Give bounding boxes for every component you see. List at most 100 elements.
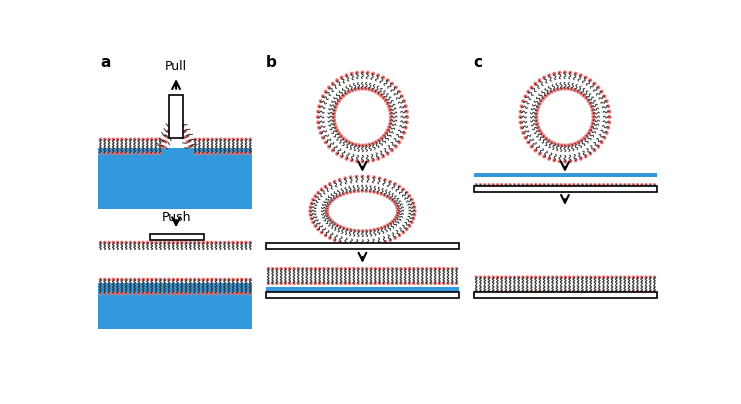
- FancyBboxPatch shape: [474, 293, 657, 298]
- Circle shape: [483, 276, 486, 279]
- Circle shape: [236, 152, 239, 155]
- Circle shape: [537, 78, 542, 82]
- Circle shape: [640, 290, 643, 294]
- Circle shape: [553, 142, 556, 146]
- Circle shape: [504, 183, 508, 187]
- Circle shape: [508, 290, 512, 294]
- Circle shape: [107, 137, 111, 141]
- Circle shape: [608, 115, 611, 119]
- Circle shape: [185, 241, 188, 244]
- Circle shape: [416, 282, 420, 285]
- Circle shape: [356, 229, 360, 233]
- Circle shape: [585, 183, 588, 187]
- Circle shape: [318, 267, 322, 270]
- Circle shape: [534, 82, 537, 86]
- Circle shape: [348, 282, 351, 285]
- Circle shape: [137, 137, 141, 141]
- Circle shape: [133, 137, 136, 141]
- Circle shape: [530, 85, 534, 89]
- Circle shape: [496, 276, 499, 279]
- Circle shape: [611, 290, 614, 294]
- FancyBboxPatch shape: [474, 292, 657, 298]
- Circle shape: [605, 131, 608, 135]
- Circle shape: [584, 155, 588, 158]
- Circle shape: [248, 241, 252, 244]
- Circle shape: [223, 137, 227, 141]
- Circle shape: [361, 282, 365, 285]
- Circle shape: [388, 238, 392, 242]
- Circle shape: [398, 185, 402, 188]
- Circle shape: [236, 137, 239, 141]
- Circle shape: [388, 108, 392, 112]
- Circle shape: [345, 191, 349, 195]
- Circle shape: [107, 278, 111, 281]
- Circle shape: [116, 241, 119, 244]
- Circle shape: [534, 148, 537, 152]
- Circle shape: [124, 241, 128, 244]
- Circle shape: [396, 207, 399, 210]
- Circle shape: [317, 104, 321, 108]
- Circle shape: [324, 90, 328, 94]
- Circle shape: [319, 187, 323, 191]
- Circle shape: [500, 183, 503, 187]
- Circle shape: [542, 134, 545, 138]
- Circle shape: [338, 178, 342, 181]
- Circle shape: [367, 175, 370, 178]
- Circle shape: [360, 143, 365, 147]
- Circle shape: [355, 159, 359, 163]
- Circle shape: [227, 152, 231, 155]
- Circle shape: [405, 109, 409, 114]
- Circle shape: [381, 76, 385, 80]
- Circle shape: [181, 131, 185, 134]
- Circle shape: [185, 292, 188, 295]
- Circle shape: [389, 118, 393, 122]
- Circle shape: [348, 90, 351, 94]
- Circle shape: [386, 267, 390, 270]
- Circle shape: [534, 290, 537, 294]
- Circle shape: [187, 134, 190, 137]
- Circle shape: [330, 220, 334, 223]
- Circle shape: [631, 276, 635, 279]
- Circle shape: [202, 137, 205, 141]
- Circle shape: [563, 143, 567, 147]
- Circle shape: [197, 241, 201, 244]
- Circle shape: [555, 290, 559, 294]
- Circle shape: [345, 92, 348, 96]
- Circle shape: [231, 152, 235, 155]
- Circle shape: [557, 71, 562, 75]
- Circle shape: [393, 236, 397, 240]
- Circle shape: [402, 131, 406, 135]
- Circle shape: [352, 267, 356, 270]
- Circle shape: [366, 71, 370, 75]
- Circle shape: [408, 282, 411, 285]
- Circle shape: [339, 134, 343, 138]
- Circle shape: [636, 276, 639, 279]
- Circle shape: [345, 139, 348, 143]
- Circle shape: [332, 115, 336, 119]
- Circle shape: [393, 182, 397, 186]
- Circle shape: [382, 267, 385, 270]
- Circle shape: [171, 292, 175, 295]
- Circle shape: [389, 112, 393, 116]
- Circle shape: [564, 183, 567, 187]
- Circle shape: [474, 183, 478, 187]
- Circle shape: [350, 142, 354, 146]
- Circle shape: [451, 282, 454, 285]
- Circle shape: [371, 72, 375, 76]
- Circle shape: [391, 282, 394, 285]
- Circle shape: [608, 120, 611, 124]
- Circle shape: [244, 292, 247, 295]
- Circle shape: [335, 152, 339, 156]
- Circle shape: [167, 292, 170, 295]
- Circle shape: [120, 278, 124, 281]
- Circle shape: [580, 276, 584, 279]
- Circle shape: [335, 102, 339, 106]
- Circle shape: [413, 209, 416, 213]
- Circle shape: [421, 267, 424, 270]
- Circle shape: [372, 190, 376, 194]
- Circle shape: [597, 276, 601, 279]
- Circle shape: [116, 292, 119, 295]
- Circle shape: [154, 241, 158, 244]
- Circle shape: [556, 143, 560, 147]
- Circle shape: [566, 87, 571, 91]
